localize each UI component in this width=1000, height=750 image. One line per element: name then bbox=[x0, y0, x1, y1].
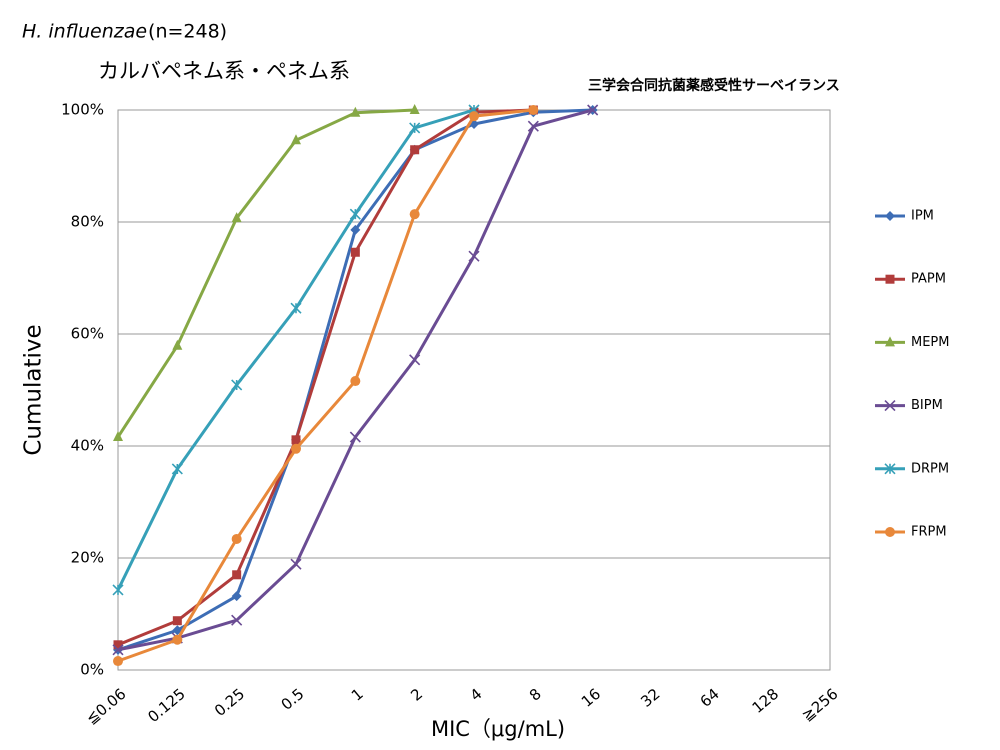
y-tick-label: 60% bbox=[71, 325, 104, 343]
point-marker bbox=[232, 570, 242, 580]
subtitle: カルバペネム系・ペネム系 bbox=[98, 59, 350, 83]
point-marker bbox=[349, 208, 361, 220]
point-marker bbox=[349, 431, 361, 443]
point-marker bbox=[410, 145, 420, 155]
series-line bbox=[117, 108, 534, 663]
point-marker bbox=[112, 584, 124, 596]
point-marker bbox=[113, 640, 123, 650]
x-tick-label: 1 bbox=[348, 685, 367, 705]
title-italic: H. influenzae bbox=[22, 21, 147, 43]
point-marker bbox=[291, 443, 301, 454]
point-marker bbox=[113, 656, 123, 667]
plot-frame bbox=[117, 109, 831, 671]
series-line bbox=[116, 108, 415, 438]
x-tick-label: 0.25 bbox=[211, 685, 248, 720]
legend-marker bbox=[884, 400, 896, 412]
y-tick-label: 20% bbox=[71, 549, 104, 567]
x-tick-label: 0.125 bbox=[144, 685, 188, 726]
legend-marker bbox=[885, 211, 895, 221]
x-tick-label: 4 bbox=[467, 685, 486, 705]
legend-label: BIPM bbox=[911, 398, 943, 413]
x-tick-label: 16 bbox=[578, 685, 604, 711]
legend-label: PAPM bbox=[911, 272, 946, 287]
legend-marker bbox=[885, 274, 895, 284]
x-tick-label: ≦0.06 bbox=[83, 685, 130, 728]
y-tick-label: 80% bbox=[71, 213, 104, 231]
legend-label: IPM bbox=[911, 209, 934, 224]
y-tick-label: 100% bbox=[61, 101, 104, 119]
point-marker bbox=[409, 104, 420, 114]
point-marker bbox=[409, 354, 421, 366]
legend-marker bbox=[885, 336, 895, 347]
point-marker bbox=[290, 558, 302, 570]
point-marker bbox=[113, 431, 123, 442]
series-line bbox=[117, 108, 534, 647]
point-marker bbox=[409, 209, 420, 220]
point-marker bbox=[171, 463, 183, 475]
point-marker bbox=[468, 250, 480, 262]
point-marker bbox=[350, 106, 361, 117]
point-marker bbox=[112, 644, 124, 656]
x-tick-label: 2 bbox=[407, 685, 426, 705]
point-marker bbox=[172, 339, 183, 350]
point-marker bbox=[231, 533, 242, 544]
y-tick-label: 40% bbox=[71, 437, 104, 455]
legend-label: DRPM bbox=[911, 461, 949, 476]
legend-marker bbox=[884, 463, 896, 475]
legend-label: FRPM bbox=[911, 525, 947, 540]
y-tick-label: 0% bbox=[80, 661, 104, 679]
x-tick-label: 128 bbox=[749, 685, 783, 717]
y-axis-label: Cumulative bbox=[21, 324, 47, 455]
point-marker bbox=[231, 379, 243, 391]
x-tick-label: ≧256 bbox=[798, 685, 841, 725]
title-rest: (n=248) bbox=[148, 21, 227, 43]
point-marker bbox=[528, 105, 539, 115]
point-marker bbox=[587, 104, 599, 116]
x-tick-label: 64 bbox=[697, 685, 723, 711]
legend-label: MEPM bbox=[911, 335, 950, 350]
point-marker bbox=[350, 224, 361, 235]
point-marker bbox=[291, 134, 301, 145]
point-marker bbox=[231, 212, 242, 223]
x-tick-label: 0.5 bbox=[278, 685, 308, 714]
point-marker bbox=[231, 614, 243, 626]
point-marker bbox=[350, 376, 361, 387]
x-axis-label: MIC（μg/mL) bbox=[431, 717, 565, 741]
x-tick-label: 8 bbox=[526, 685, 545, 705]
point-marker bbox=[350, 247, 360, 257]
point-marker bbox=[291, 435, 301, 445]
source: 三学会合同抗菌薬感受性サーベイランス bbox=[588, 77, 840, 94]
point-marker bbox=[231, 591, 242, 602]
legend-marker bbox=[885, 527, 895, 537]
point-marker bbox=[469, 111, 479, 122]
point-marker bbox=[172, 616, 182, 626]
point-marker bbox=[290, 302, 302, 314]
x-tick-label: 32 bbox=[637, 685, 663, 711]
point-marker bbox=[409, 122, 421, 134]
point-marker bbox=[172, 634, 183, 645]
point-marker bbox=[527, 120, 539, 132]
